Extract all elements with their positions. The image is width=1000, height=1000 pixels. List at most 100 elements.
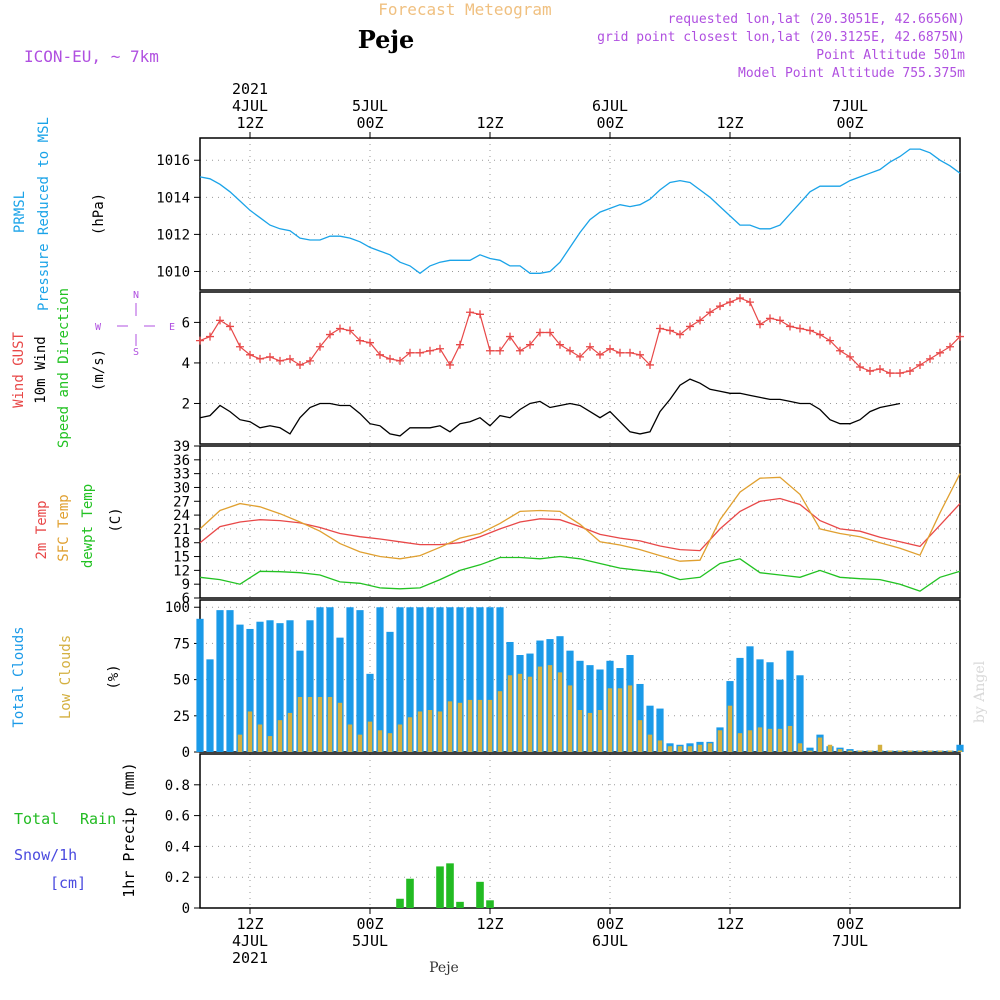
rain-bar	[436, 866, 444, 908]
low-cloud-bar	[827, 744, 833, 752]
gust-point	[256, 354, 264, 363]
gust-point	[676, 330, 684, 339]
point-altitude: Point Altitude 501m	[816, 48, 965, 63]
gust-point	[846, 352, 854, 361]
gust-point	[226, 322, 234, 331]
gust-point	[496, 346, 504, 355]
top-tick-label: 4JUL	[232, 97, 268, 115]
gust-point	[516, 346, 524, 355]
gust-point	[296, 360, 304, 369]
total-cloud-bar	[396, 607, 404, 752]
gust-point	[606, 344, 614, 353]
temperature-ytick-label: 33	[173, 467, 190, 483]
gust-point	[726, 298, 734, 307]
low-cloud-bar	[857, 750, 863, 752]
compass-e: E	[169, 322, 175, 333]
low-cloud-bar	[287, 712, 293, 752]
gust-point	[866, 367, 874, 376]
wind-speed-line	[199, 378, 901, 437]
gust-point	[476, 310, 484, 319]
gridpoint-coords: grid point closest lon,lat (20.3125E, 42…	[597, 30, 965, 45]
total-cloud-bar	[776, 679, 784, 752]
top-tick-label: 00Z	[356, 114, 383, 132]
total-cloud-bar	[356, 610, 364, 752]
total-cloud-bar	[376, 607, 384, 752]
low-cloud-bar	[767, 728, 773, 752]
gust-point	[566, 346, 574, 355]
gust-point	[756, 320, 764, 329]
pressure-ytick-label: 1014	[156, 190, 190, 206]
gust-point	[246, 350, 254, 359]
gust-point	[366, 338, 374, 347]
gust-point	[806, 326, 814, 335]
credit-watermark: by Angel	[972, 660, 988, 723]
model-altitude: Model Point Altitude 755.375m	[738, 66, 965, 81]
precip-panel: 0 0.2 0.4 0.6 0.8	[165, 753, 961, 917]
low-cloud-bar	[887, 750, 893, 752]
chart-title: Forecast Meteogram	[378, 0, 551, 19]
gust-point	[416, 348, 424, 357]
low-cloud-bar	[957, 750, 963, 752]
low-clouds-label: Low Clouds	[58, 635, 74, 719]
total-cloud-bar	[226, 610, 234, 752]
temperature-ytick-label: 30	[173, 480, 190, 496]
total-cloud-bar	[486, 607, 494, 752]
gust-point	[506, 332, 514, 341]
wind-panel-labels: Wind GUST 10m Wind Speed and Direction (…	[11, 288, 107, 448]
total-cloud-bar	[286, 620, 294, 752]
low-cloud-bar	[937, 750, 943, 752]
gust-point	[436, 344, 444, 353]
total-cloud-bar	[386, 631, 394, 752]
wind-panel: 2 4 6	[182, 291, 964, 445]
model-label: ICON-EU, ~ 7km	[24, 47, 159, 66]
low-cloud-bar	[277, 720, 283, 752]
total-cloud-bar	[436, 607, 444, 752]
gust-point	[816, 330, 824, 339]
total-cloud-bar	[206, 659, 214, 752]
low-cloud-bar	[617, 688, 623, 752]
top-tick-label: 00Z	[836, 114, 863, 132]
low-cloud-bar	[787, 725, 793, 752]
low-cloud-bar	[537, 666, 543, 752]
low-cloud-bar	[347, 724, 353, 752]
top-tick-label: 00Z	[596, 114, 623, 132]
total-cloud-bar	[236, 624, 244, 752]
low-cloud-bar	[467, 699, 473, 752]
gust-point	[926, 354, 934, 363]
gust-point	[696, 316, 704, 325]
low-cloud-bar	[777, 728, 783, 752]
top-tick-label: 12Z	[716, 114, 743, 132]
precip-ytick-label: 0.6	[165, 809, 190, 825]
low-cloud-bar	[577, 710, 583, 752]
gust-line	[199, 297, 961, 374]
gust-point	[766, 314, 774, 323]
dewpt-temp-label: dewpt Temp	[80, 484, 96, 568]
total-cloud-bar	[366, 673, 374, 752]
precip-ytick-label: 0.2	[165, 870, 190, 886]
top-tick-label: 12Z	[236, 114, 263, 132]
bottom-tick-label: 7JUL	[832, 932, 868, 950]
gust-point	[356, 336, 364, 345]
clouds-ytick-label: 25	[173, 709, 190, 725]
low-cloud-bar	[457, 702, 463, 752]
pressure-panel-labels: PRMSL Pressure Reduced to MSL (hPa)	[12, 117, 107, 311]
precip-panel-labels: Total Rain Snow/1h [cm] 1hr Precip (mm)	[14, 762, 138, 897]
gust-point	[656, 324, 664, 333]
speed-direction-label: Speed and Direction	[56, 288, 72, 448]
gust-point	[706, 308, 714, 317]
low-cloud-bar	[487, 699, 493, 752]
low-cloud-bar	[747, 730, 753, 752]
gust-point	[466, 308, 474, 317]
rain-label: Rain	[80, 810, 116, 828]
top-tick-label: 5JUL	[352, 97, 388, 115]
precip-unit-label: 1hr Precip (mm)	[120, 762, 138, 897]
low-cloud-bar	[557, 672, 563, 752]
temperature-ytick-label: 27	[173, 494, 190, 510]
low-cloud-bar	[327, 696, 333, 752]
clouds-ytick-label: 50	[173, 673, 190, 689]
low-cloud-bar	[807, 750, 813, 752]
gust-point	[206, 332, 214, 341]
gust-point	[386, 354, 394, 363]
gust-point	[446, 360, 454, 369]
gust-point	[576, 352, 584, 361]
